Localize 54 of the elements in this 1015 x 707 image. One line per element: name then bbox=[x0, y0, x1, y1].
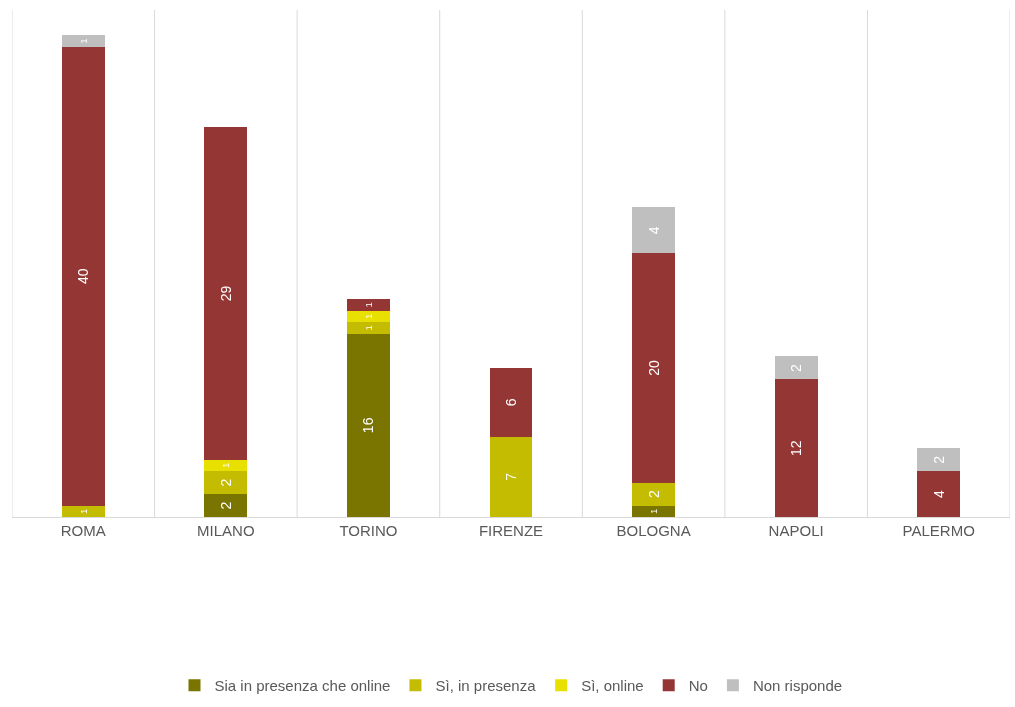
bar bbox=[917, 448, 961, 472]
x-tick-label: BOLOGNA bbox=[616, 522, 691, 539]
x-tick-label: FIRENZE bbox=[478, 522, 544, 539]
legend-label: No bbox=[688, 677, 708, 695]
data-label: 1 bbox=[362, 325, 374, 331]
bar bbox=[204, 494, 248, 517]
x-tick-label: ROMA bbox=[60, 522, 106, 539]
x-tick-label: NAPOLI bbox=[768, 522, 824, 539]
x-tick-label: PALERMO bbox=[902, 522, 975, 539]
bar bbox=[489, 367, 533, 437]
data-label: 20 bbox=[645, 360, 662, 376]
data-label: 2 bbox=[930, 455, 947, 464]
data-label: 16 bbox=[360, 417, 377, 434]
data-label: 1 bbox=[77, 38, 89, 44]
bar bbox=[347, 333, 390, 517]
data-label: 2 bbox=[217, 478, 234, 487]
bar bbox=[917, 471, 961, 517]
data-label: 6 bbox=[503, 398, 519, 407]
bar bbox=[347, 310, 390, 323]
bar bbox=[204, 127, 248, 460]
data-label: 4 bbox=[930, 490, 947, 499]
bar bbox=[632, 505, 675, 517]
bar bbox=[61, 505, 105, 517]
data-label: 1 bbox=[647, 508, 659, 514]
data-label: 40 bbox=[75, 268, 92, 285]
legend-label: Sia in presenza che online bbox=[214, 677, 391, 695]
bar bbox=[632, 253, 675, 483]
bar bbox=[61, 35, 105, 47]
data-label: 7 bbox=[503, 472, 519, 481]
data-label: 2 bbox=[645, 490, 662, 499]
data-label: 1 bbox=[362, 302, 374, 308]
bar bbox=[204, 471, 248, 495]
x-tick-label: TORINO bbox=[339, 522, 398, 539]
bar bbox=[632, 482, 675, 506]
bar bbox=[204, 459, 248, 472]
bar bbox=[774, 379, 818, 517]
x-tick-label: MILANO bbox=[197, 522, 255, 539]
legend-label: Non risponde bbox=[752, 677, 843, 695]
data-label: 12 bbox=[788, 440, 805, 457]
legend-label: Sì, online bbox=[581, 677, 644, 695]
data-label: 2 bbox=[217, 501, 234, 510]
data-label: 2 bbox=[788, 363, 805, 372]
bar bbox=[61, 46, 105, 506]
legend-label: Sì, in presenza bbox=[435, 677, 537, 695]
data-label: 1 bbox=[77, 508, 89, 514]
data-label: 29 bbox=[217, 285, 234, 302]
bar bbox=[489, 436, 533, 517]
bar bbox=[632, 207, 675, 254]
data-label: 4 bbox=[645, 226, 662, 235]
data-label: 1 bbox=[362, 313, 374, 320]
data-label: 1 bbox=[220, 462, 232, 469]
bar bbox=[347, 299, 390, 311]
bar bbox=[774, 356, 818, 380]
bar bbox=[347, 322, 390, 334]
